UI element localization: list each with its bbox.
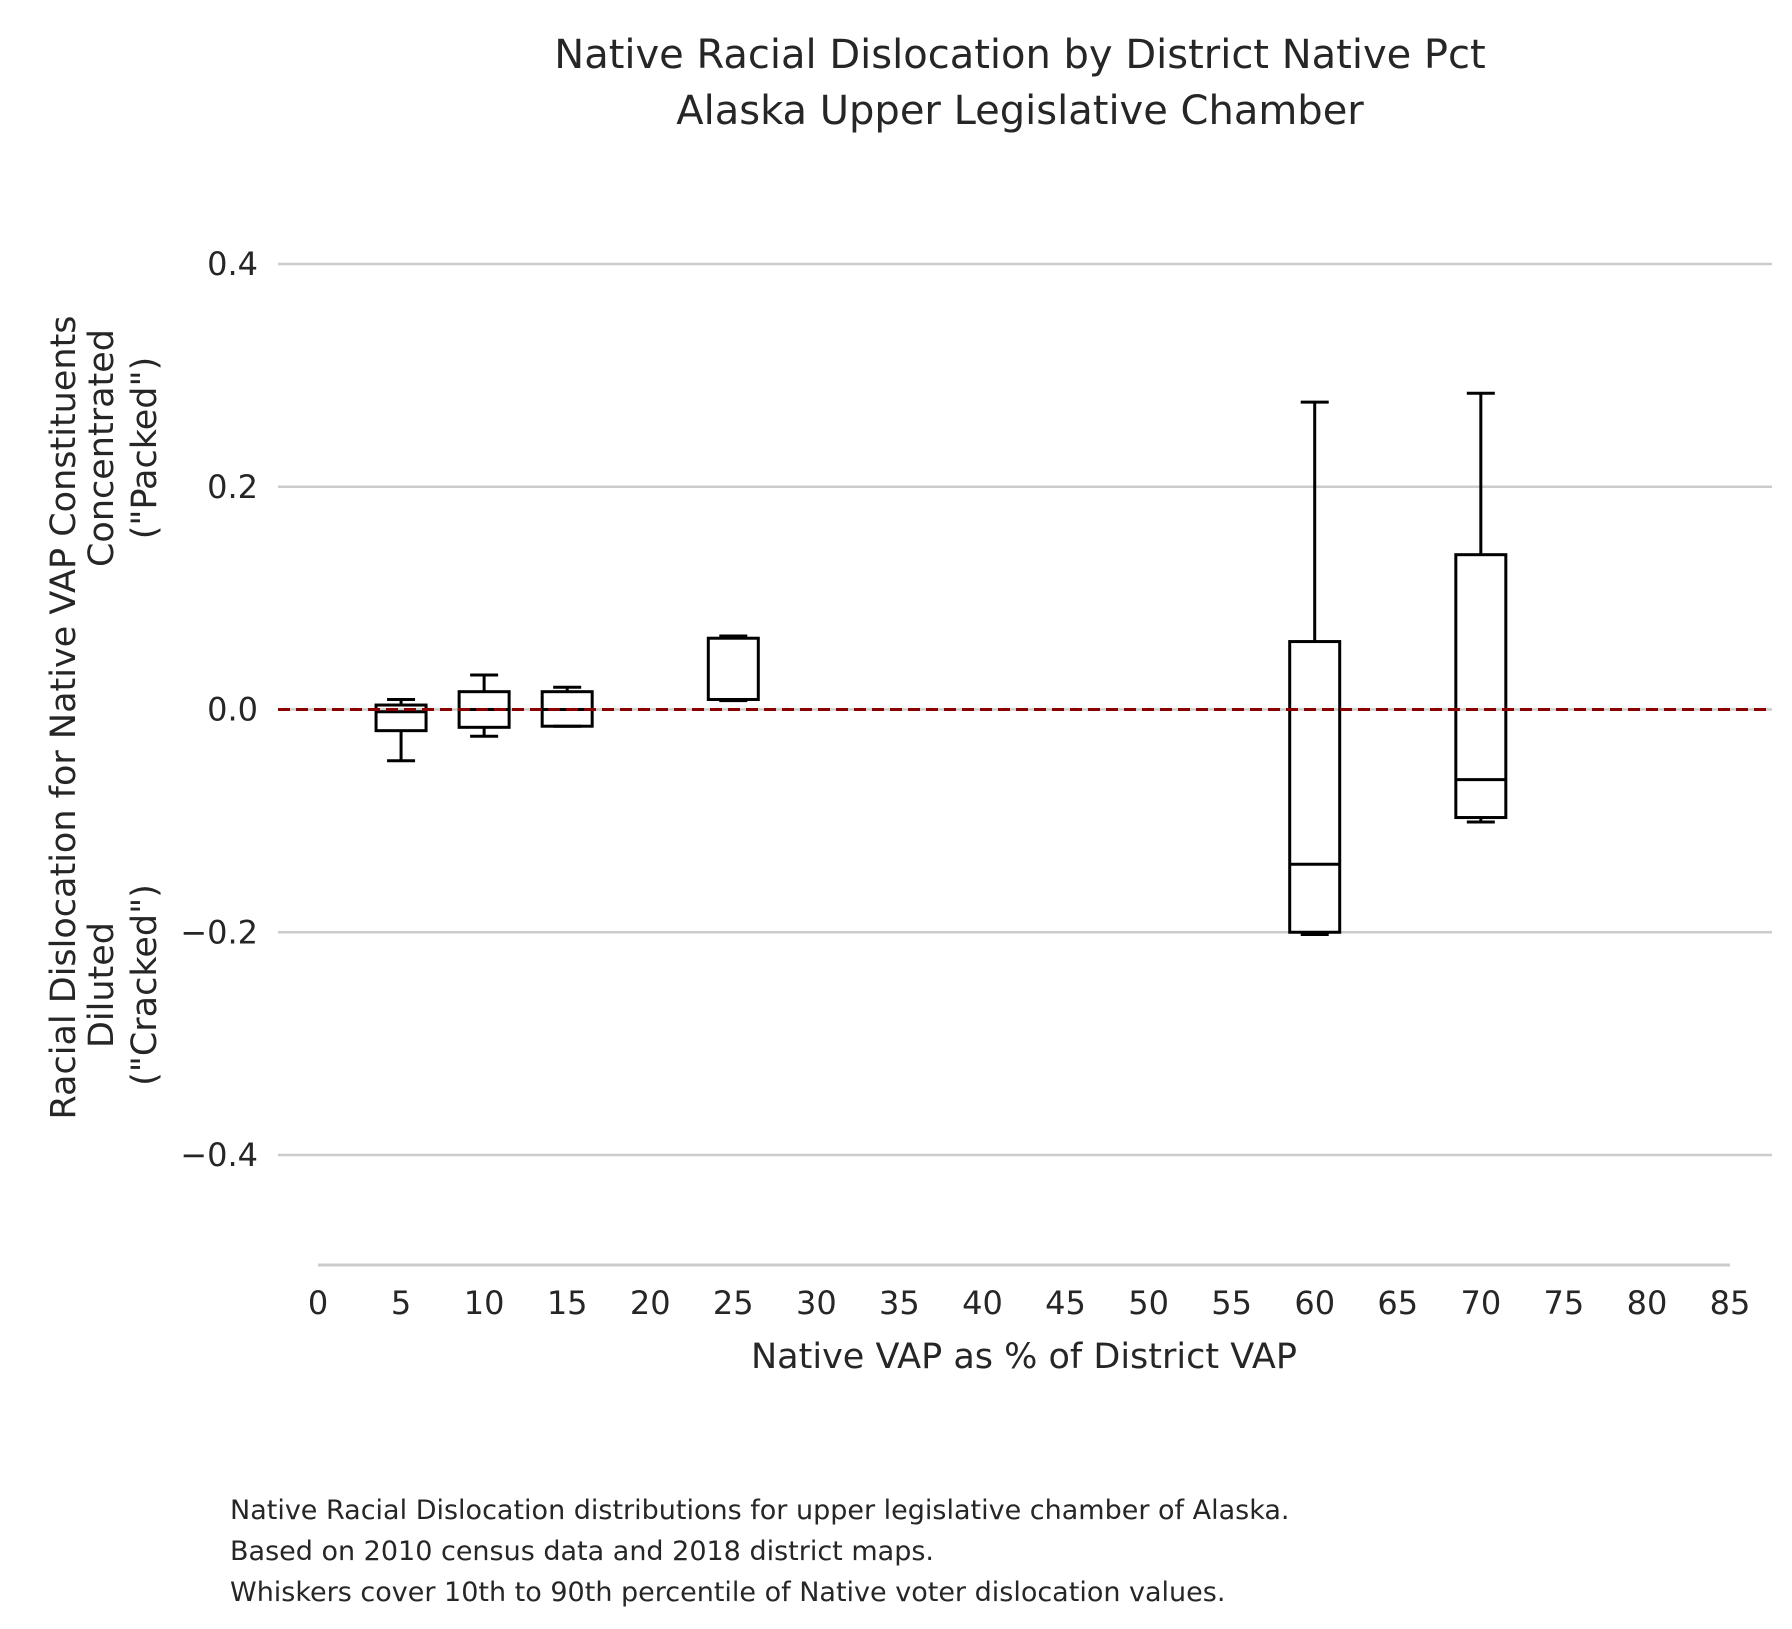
box-plot [374,697,428,763]
y-axis-label-packed: ("Packed") [125,357,165,540]
x-tick-label: 50 [1128,1284,1169,1322]
x-tick-label: 10 [464,1284,505,1322]
figure-caption: Native Racial Dislocation distributions … [230,1490,1290,1613]
box-plots [374,391,1508,936]
x-tick-label: 70 [1460,1284,1501,1322]
y-tick-label: −0.4 [180,1136,258,1174]
chart-title: Native Racial Dislocation by District Na… [554,32,1485,134]
x-tick-label: 60 [1294,1284,1335,1322]
x-tick-label: 15 [547,1284,588,1322]
x-tick-label: 55 [1211,1284,1252,1322]
y-axis-label-diluted: Diluted [82,922,122,1048]
caption-line: Based on 2010 census data and 2018 distr… [230,1536,934,1567]
y-tick-label: 0.2 [207,468,258,506]
x-axis-label: Native VAP as % of District VAP [751,1337,1297,1377]
y-tick-label: 0.4 [207,245,258,283]
y-axis-label-concentrated: Concentrated [82,329,122,567]
box-iqr [1288,640,1342,934]
box-plot [540,685,594,728]
x-tick-label: 5 [391,1284,411,1322]
box-plot [457,673,511,738]
y-axis-ticks: −0.4 −0.2 0.0 0.2 0.4 [180,245,258,1174]
x-tick-label: 75 [1544,1284,1585,1322]
x-tick-label: 85 [1710,1284,1751,1322]
box-plot [706,634,760,703]
x-tick-label: 80 [1627,1284,1668,1322]
chart-title-line-2: Alaska Upper Legislative Chamber [676,88,1364,134]
caption-line: Whiskers cover 10th to 90th percentile o… [230,1577,1226,1608]
y-tick-label: 0.0 [207,691,258,729]
y-tick-label: −0.2 [180,913,258,951]
box-iqr [1454,553,1508,820]
chart-title-line-1: Native Racial Dislocation by District Na… [554,32,1485,78]
x-tick-label: 45 [1045,1284,1086,1322]
x-tick-label: 20 [630,1284,671,1322]
x-tick-label: 40 [962,1284,1003,1322]
box-iqr [374,703,428,733]
box-plot [1288,400,1342,936]
x-tick-label: 65 [1377,1284,1418,1322]
x-tick-label: 30 [796,1284,837,1322]
box-iqr [706,636,760,701]
caption-line: Native Racial Dislocation distributions … [230,1495,1290,1526]
x-tick-label: 0 [308,1284,328,1322]
y-axis-label-main: Racial Dislocation for Native VAP Consti… [44,315,84,1119]
x-axis-ticks: 0 5 10 15 20 25 30 35 40 45 50 55 60 65 70 75 80 85 [308,1284,1751,1322]
x-tick-label: 35 [879,1284,920,1322]
y-axis-label: Racial Dislocation for Native VAP Consti… [44,315,165,1119]
y-axis-label-cracked: ("Cracked") [125,884,165,1086]
x-tick-label: 25 [713,1284,754,1322]
box-plot [1454,391,1508,824]
